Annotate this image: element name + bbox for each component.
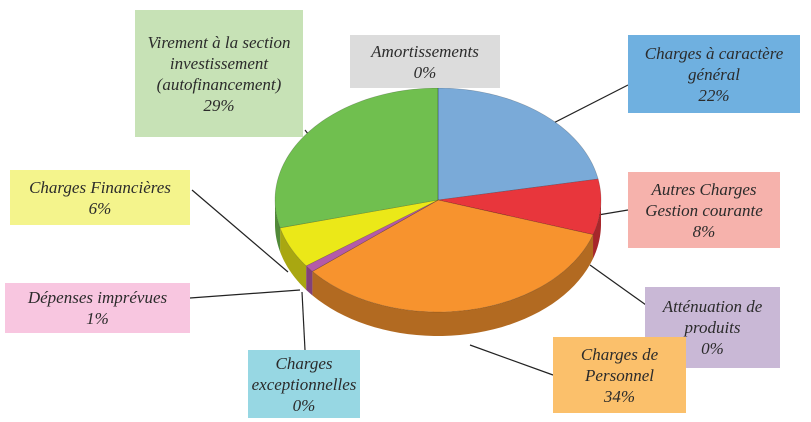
category-name: Charges à caractère général (644, 43, 784, 84)
slice-label: Dépenses imprévues 1% (5, 283, 190, 333)
value-label: 0% (701, 339, 724, 358)
category-name: Amortissements (371, 41, 479, 61)
slice-side (275, 200, 281, 252)
slice-label: Charges exceptionnelles 0% (248, 350, 360, 418)
leader-line (597, 209, 629, 216)
slice-label: Charges Financières 6% (10, 170, 190, 225)
value-label: 34% (603, 386, 636, 406)
value-label: 0% (413, 62, 437, 82)
leader-line (301, 291, 306, 351)
leader-line (469, 344, 554, 376)
slice-side (593, 200, 601, 259)
category-name: Charges Financières (29, 177, 171, 197)
category-name: Atténuation de produits (662, 297, 763, 337)
slice (305, 199, 439, 272)
slice-label: Virement à la section investissement (au… (135, 10, 303, 137)
value-label: 1% (86, 309, 109, 328)
leader-line (189, 289, 301, 299)
slice-side (306, 265, 313, 296)
slice-label: Amortissements 0% (350, 35, 500, 88)
category-name: Charges exceptionnelles (251, 353, 357, 394)
value-label: 22% (698, 85, 730, 105)
slice-label: Charges de Personnel 34% (553, 337, 686, 413)
slice-label: Charges à caractère général 22% (628, 35, 800, 113)
slice (437, 178, 602, 235)
slice-label: Autres Charges Gestion courante 8% (628, 172, 780, 248)
slice (311, 199, 594, 313)
category-name: Dépenses imprévues (27, 288, 168, 307)
value-label: 6% (88, 198, 112, 218)
slice-side (280, 227, 307, 290)
category-name: Autres Charges Gestion courante (645, 179, 763, 220)
value-label: 0% (292, 395, 316, 415)
slice (437, 87, 599, 201)
slice (274, 87, 439, 229)
value-label: 29% (203, 95, 235, 115)
leader-line (191, 189, 289, 273)
slice-side (312, 234, 594, 336)
category-name: Virement à la section investissement (au… (147, 32, 291, 94)
category-name: Charges de Personnel (580, 344, 659, 385)
slice (279, 199, 439, 267)
value-label: 8% (692, 221, 716, 241)
